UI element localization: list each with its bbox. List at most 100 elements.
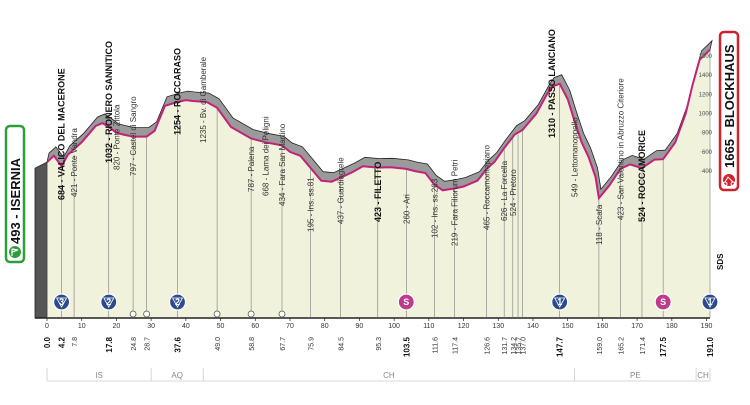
- altitude-axis: 400 600 800 1000 1200 1400 1600: [699, 54, 713, 175]
- km-label: 191.0: [706, 336, 715, 357]
- sprint-badge: [397, 293, 415, 311]
- altitude-tick-label: 1400: [699, 73, 713, 79]
- km-label: 177.5: [659, 336, 668, 357]
- place-label: 423 - San Valentino in Abruzzo Citeriore: [616, 78, 625, 220]
- place-label: 524 - Pretoro: [509, 169, 518, 216]
- region-label: AQ: [171, 371, 183, 380]
- profile-area: [34, 39, 713, 319]
- place-label: 524 - ROCCAMORICE: [637, 130, 647, 222]
- place-labels: 684 - VALICO DEL MACERONE 421 - Ponte Van…: [57, 29, 647, 246]
- distance-tick-label: 120: [458, 323, 470, 330]
- start-label-box: [4, 124, 26, 264]
- distance-tick-label: 0: [45, 323, 49, 330]
- region-bar: IS AQ CH PE CH: [46, 368, 711, 382]
- altitude-tick-label: 800: [702, 131, 713, 137]
- finish-icon: [723, 174, 735, 186]
- km-label: 37.6: [174, 336, 183, 352]
- km-label: 58.8: [249, 337, 256, 351]
- distance-axis: 0 10 20 30 40 50 60 70 80 90 100 110 120 130 140 150 160…: [45, 318, 712, 330]
- km-label: 159.0: [597, 337, 604, 355]
- distance-tick-label: 60: [251, 323, 259, 330]
- distance-tick-label: 140: [527, 323, 539, 330]
- place-label: 684 - VALICO DEL MACERONE: [57, 68, 67, 200]
- distance-tick-label: 40: [182, 323, 190, 330]
- profile-fill: [47, 49, 710, 318]
- finish-endpoint: 1665 - BLOCKHAUS: [718, 30, 740, 192]
- sprint-badge: [654, 293, 672, 311]
- place-label: 423 - FILETTO: [373, 162, 383, 222]
- altitude-tick-label: 400: [702, 169, 713, 175]
- km-label: 126.6: [484, 337, 491, 355]
- place-label: 118 - Scafa: [595, 204, 604, 245]
- profile-start-wall: [34, 161, 48, 319]
- km-label: 134.2: [511, 337, 518, 355]
- place-label: 421 - Ponte Vandra: [70, 128, 79, 197]
- altitude-tick-label: 1600: [699, 54, 713, 60]
- km-label: 24.8: [131, 337, 138, 351]
- mountain-icon: [103, 297, 115, 308]
- region-label: PE: [630, 371, 641, 380]
- place-label: 1235 - Bv. di Gamberale: [199, 56, 208, 143]
- place-marker-lines: [46, 49, 711, 318]
- pin-icon: [247, 310, 255, 318]
- finish-label-box: [718, 30, 740, 192]
- km-label: 84.5: [338, 337, 345, 351]
- distance-tick-label: 170: [631, 323, 643, 330]
- place-label: 1310 - PASSO LANCIANO: [547, 29, 557, 138]
- badge-label: 2: [175, 297, 180, 307]
- mountain-icon: [554, 297, 566, 308]
- km-label: 28.7: [145, 337, 152, 351]
- climb-sprint-badges: 3 2 2 S 1 S 1: [52, 293, 719, 311]
- distance-tick-label: 20: [113, 323, 121, 330]
- place-label: 787 - Palena: [247, 146, 256, 192]
- distance-tick-label: 110: [423, 323, 434, 330]
- place-label: 219 - Fara Filiorum Petri: [451, 160, 460, 246]
- region-label: CH: [697, 371, 709, 380]
- mountain-icon: [704, 297, 716, 308]
- place-label: 1254 - ROCCARASO: [173, 48, 183, 135]
- badge-label: 1: [707, 297, 712, 307]
- mountain-icon: [171, 297, 184, 308]
- km-label: 17.8: [105, 336, 114, 352]
- badge-label: 2: [106, 297, 111, 307]
- km-label: 49.0: [215, 337, 222, 351]
- place-label: 797 - Castel di Sangro: [129, 96, 138, 176]
- place-label: 102 - Ins. ss.263: [430, 178, 439, 238]
- distance-tick-label: 130: [492, 323, 504, 330]
- pin-icon: [278, 310, 286, 318]
- place-label: 437 - Guardiagrele: [336, 157, 345, 224]
- km-label: 7.8: [72, 337, 79, 347]
- badge-label: S: [403, 297, 409, 307]
- region-label: CH: [383, 371, 395, 380]
- pin-icon: [143, 310, 151, 318]
- distance-tick-label: 50: [217, 323, 225, 330]
- km-label: 67.7: [280, 337, 287, 351]
- km-label: 171.4: [640, 337, 647, 355]
- distance-tick-label: 100: [388, 323, 400, 330]
- start-icon: [9, 246, 21, 258]
- bicycle-icon: [722, 176, 736, 187]
- distance-tick-label: 30: [147, 323, 155, 330]
- km-label: 135.7: [516, 337, 523, 355]
- km-label: 165.2: [618, 337, 625, 355]
- badge-label: 3: [59, 297, 64, 307]
- altitude-tick-label: 1200: [699, 92, 713, 98]
- profile-outline: [46, 48, 711, 201]
- km-label: 95.3: [376, 337, 383, 351]
- km-label: 0.0: [43, 336, 52, 348]
- km-label: 111.6: [432, 337, 439, 354]
- distance-tick-label: 150: [562, 323, 574, 330]
- start-label: 493 - ISERNIA: [8, 157, 23, 244]
- place-label: 465 - Roccamontepiano: [482, 145, 491, 230]
- km-label: 103.5: [402, 336, 411, 357]
- pin-icon: [129, 310, 137, 318]
- pin-markers: [129, 310, 286, 318]
- place-label: 820 - Ponte Zittola: [112, 104, 121, 170]
- place-label: 626 - La Forcella: [500, 160, 509, 221]
- km-label: 4.2: [58, 336, 67, 348]
- badge-label: S: [660, 297, 666, 307]
- pin-icon: [213, 310, 221, 318]
- distance-tick-label: 70: [286, 323, 294, 330]
- km-label: 75.9: [308, 337, 315, 351]
- place-label: 1032 - RIONERO SANNITICO: [104, 41, 114, 163]
